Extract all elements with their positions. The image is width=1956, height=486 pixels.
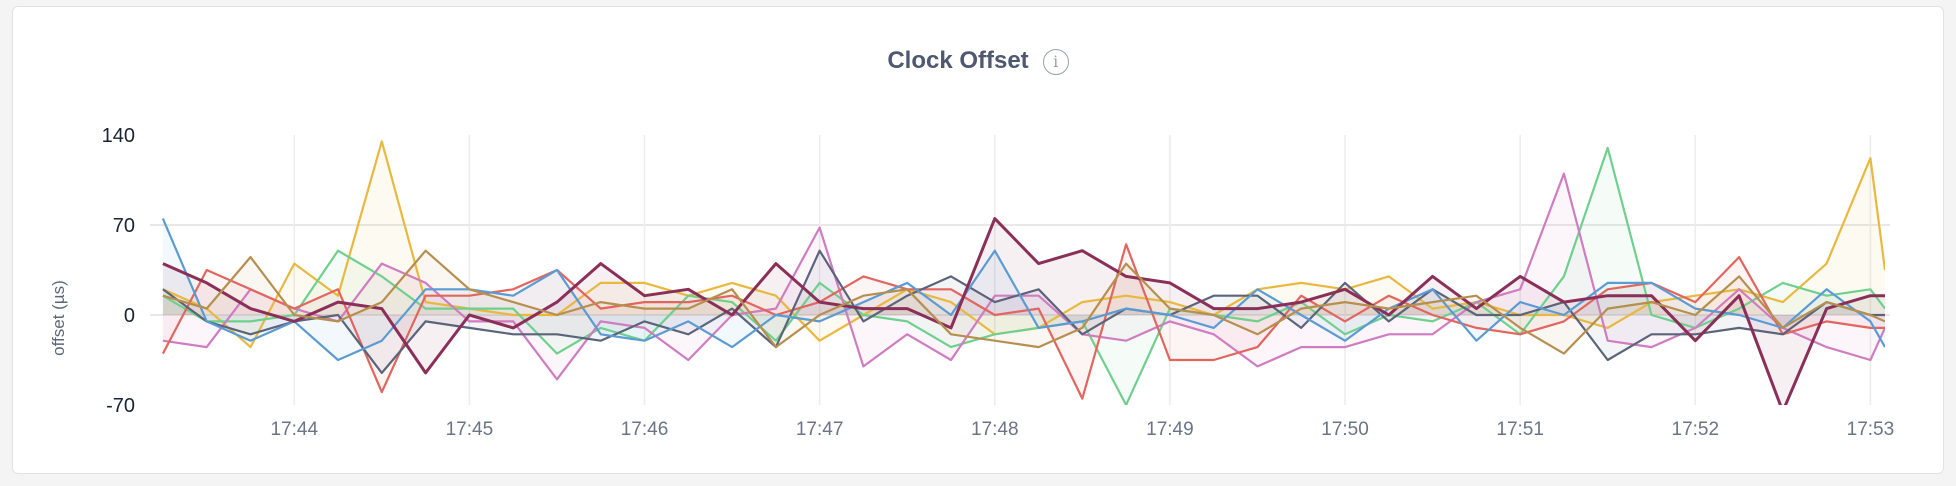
series-3-area [162,244,1885,399]
x-tick-label: 17:53 [1847,419,1895,440]
x-tick-label: 17:50 [1321,419,1369,440]
series-3-line [161,243,1885,400]
y-tick-label: 140 [102,125,135,147]
series-5-line [161,218,1885,362]
x-tick-label: 17:47 [796,419,844,440]
series-6-line [162,217,1885,405]
x-tick-label: 17:44 [270,419,318,440]
chart-title-row: Clock Offset i [13,47,1943,75]
x-tick-label: 17:52 [1672,419,1720,440]
x-tick-label: 17:49 [1146,419,1194,440]
series-7-line [162,249,1885,355]
series-0-area [162,141,1885,348]
series-4-line [162,249,1885,374]
x-tick-label: 17:46 [621,419,669,440]
info-circle-icon[interactable]: i [1042,48,1069,75]
y-axis-label: offset (µs) [49,280,68,356]
chart-title: Clock Offset [887,47,1029,74]
series-5-area [162,218,1885,360]
x-tick-label: 17:51 [1496,419,1544,440]
x-tick-label: 17:48 [971,419,1019,440]
y-tick-label: 0 [124,305,135,327]
y-tick-label: -70 [106,395,135,417]
chart-card: Clock Offset i [12,6,1944,474]
series-2-area [162,173,1885,380]
y-tick-label: 70 [113,215,135,237]
x-tick-label: 17:45 [446,419,494,440]
series-7-area [162,250,1885,354]
series-2-line [162,172,1885,381]
